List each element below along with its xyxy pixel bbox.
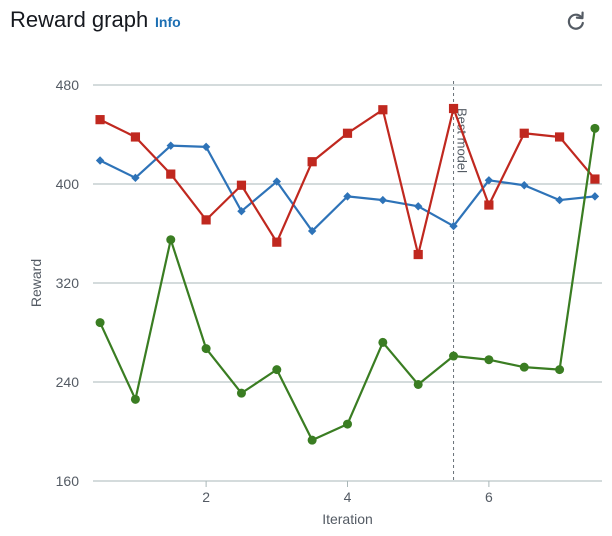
series-2-point	[484, 200, 494, 210]
series-3-point	[413, 379, 423, 389]
series-2-point	[378, 105, 388, 115]
series-3-point	[201, 344, 211, 354]
page-title: Reward graph	[10, 7, 149, 32]
series-1-point	[166, 141, 175, 150]
series-2	[95, 103, 600, 260]
series-1-point	[237, 207, 246, 216]
y-tick-label-400: 400	[56, 176, 80, 192]
series-2-point	[413, 249, 423, 260]
y-tick-label-480: 480	[56, 77, 80, 93]
series-1-point	[343, 192, 352, 201]
series-1-point	[201, 142, 211, 152]
series-2-point	[519, 128, 529, 138]
series-2-point	[448, 103, 459, 114]
series-1-point	[484, 176, 494, 185]
y-tick-label-320: 320	[56, 275, 80, 291]
series-3-point	[484, 355, 494, 365]
series-2-point	[554, 132, 565, 142]
series-3	[95, 123, 600, 445]
series-3-point	[166, 235, 176, 245]
series-2-point	[590, 174, 600, 184]
chart-header: Reward graph Info	[10, 6, 602, 38]
series-3-point	[590, 123, 600, 133]
series-3-point	[343, 419, 352, 429]
series-2-point	[166, 169, 176, 179]
series-3-point	[272, 365, 282, 375]
series-2-point	[342, 128, 353, 138]
series-3-point	[236, 388, 246, 398]
series-1-point	[449, 221, 458, 231]
series-3-point	[130, 394, 140, 404]
series-3-point	[95, 318, 105, 328]
series-2-point	[236, 180, 247, 190]
series-3-point	[555, 365, 565, 375]
series-1-point	[272, 177, 282, 186]
series-2-point	[272, 237, 282, 247]
y-tick-label-240: 240	[56, 374, 80, 390]
refresh-button[interactable]	[564, 9, 588, 33]
series-1	[95, 141, 600, 236]
series-1-point	[590, 192, 600, 201]
series-1-point	[95, 156, 105, 165]
series-3-point	[307, 435, 317, 445]
x-tick-label-2: 2	[202, 489, 210, 505]
series-1-point	[378, 195, 388, 205]
series-2-point	[201, 215, 211, 225]
refresh-icon	[567, 11, 584, 30]
series-3-point	[519, 362, 529, 372]
series-2-point	[130, 132, 141, 142]
series-3-point	[378, 337, 388, 347]
series-2-point	[307, 157, 317, 167]
series-2-point	[95, 115, 105, 125]
series-1-point	[555, 195, 564, 205]
series-1-point	[131, 173, 140, 183]
x-axis-title: Iteration	[322, 511, 373, 527]
info-link[interactable]: Info	[155, 14, 181, 30]
series-1-point	[413, 202, 423, 211]
x-tick-label-6: 6	[485, 489, 493, 505]
series-1-point	[307, 226, 317, 236]
series-3-point	[449, 351, 459, 361]
series-1-line	[99, 144, 596, 233]
y-tick-label-160: 160	[56, 473, 80, 489]
y-axis-title: Reward	[28, 259, 44, 307]
series-1-point	[520, 181, 529, 190]
x-tick-label-4: 4	[344, 489, 352, 505]
